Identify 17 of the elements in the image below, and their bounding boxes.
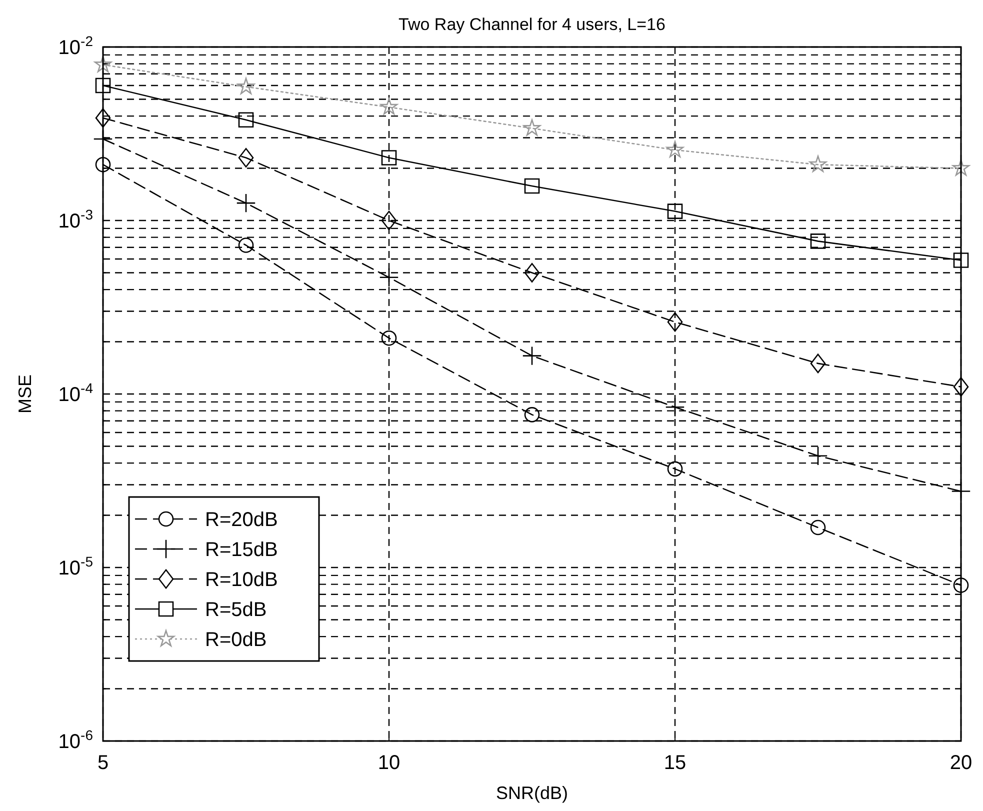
y-tick-label: 10$^{-5}$	[58, 554, 94, 580]
y-tick-label: 10$^{-6}$	[58, 727, 94, 753]
legend-label: R=20dB	[205, 509, 278, 531]
x-tick-label: 10	[378, 752, 400, 774]
legend-label: R=15dB	[205, 539, 278, 561]
legend-label: R=5dB	[205, 599, 267, 621]
y-tick-label: 10$^{-4}$	[58, 380, 94, 406]
chart-title: Two Ray Channel for 4 users, L=16	[398, 15, 666, 34]
legend-label: R=10dB	[205, 569, 278, 591]
y-tick-label: 10$^{-3}$	[58, 206, 94, 232]
x-tick-label: 20	[950, 752, 972, 774]
legend-label: R=0dB	[205, 629, 267, 651]
y-tick-label: 10$^{-2}$	[58, 33, 94, 59]
x-tick-label: 5	[97, 752, 109, 774]
x-axis-title: SNR(dB)	[496, 783, 568, 803]
x-tick-label: 15	[664, 752, 686, 774]
y-axis-title: MSE	[15, 374, 35, 414]
